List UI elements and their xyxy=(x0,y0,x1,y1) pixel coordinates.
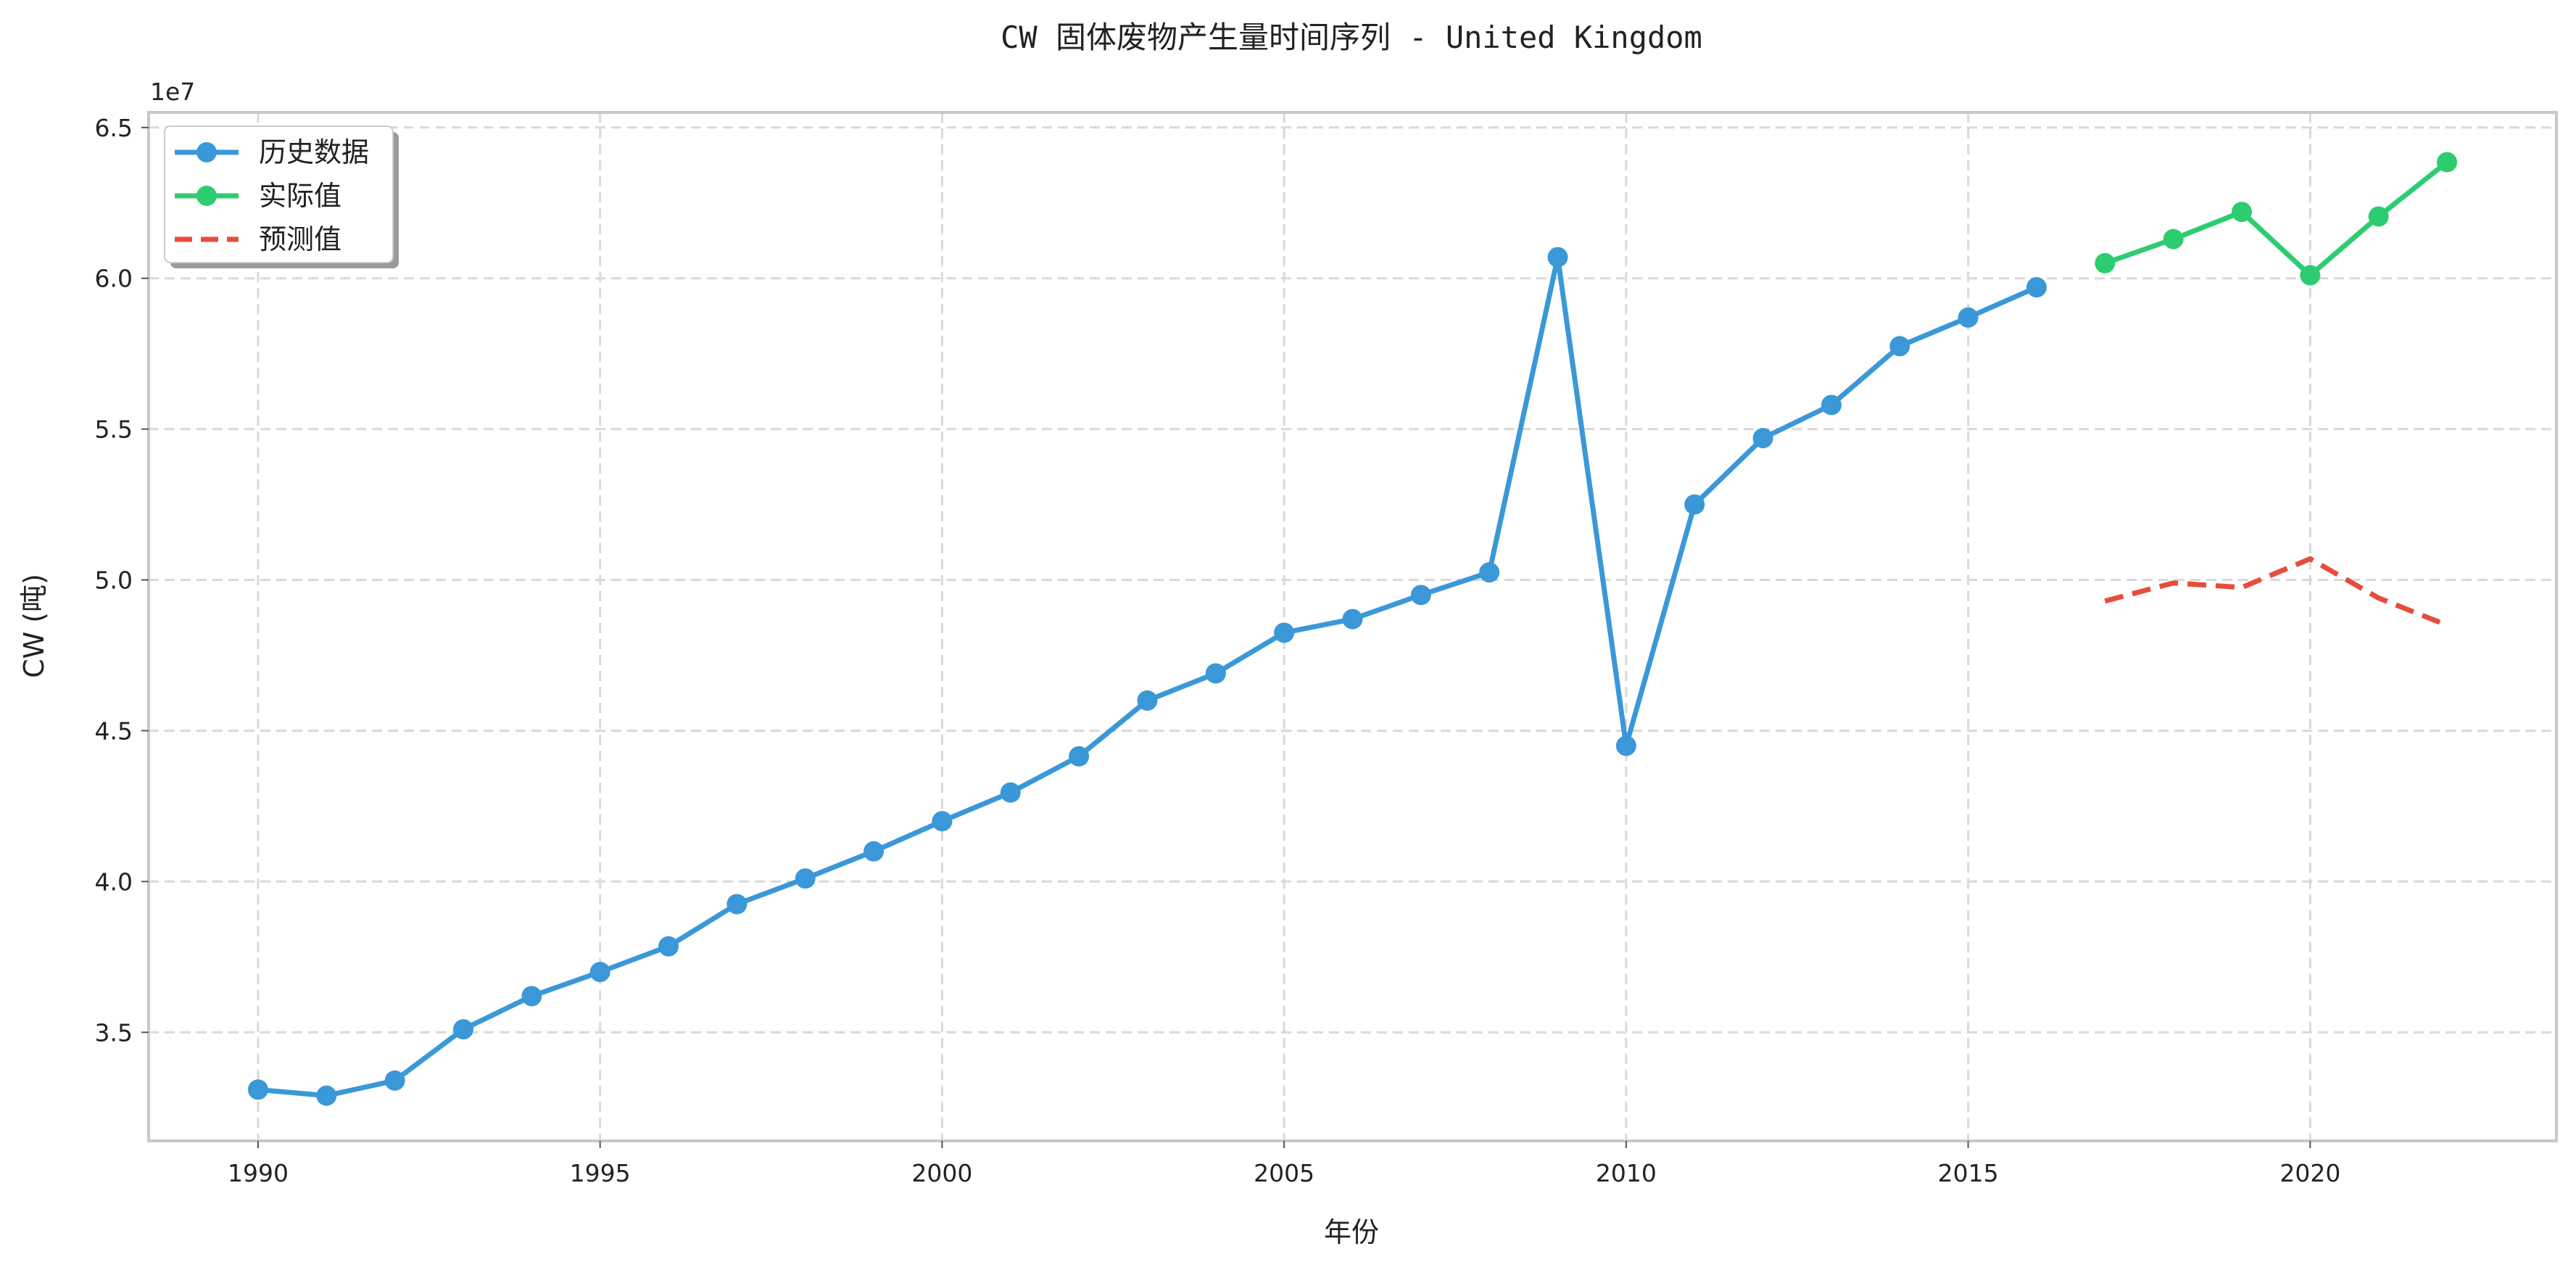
data-point xyxy=(2232,202,2253,223)
data-point xyxy=(726,894,747,915)
x-tick-label: 1995 xyxy=(570,1159,631,1187)
x-tick-label: 2015 xyxy=(1938,1159,1999,1187)
legend-label: 预测值 xyxy=(259,223,341,255)
y-tick-label: 5.0 xyxy=(95,566,133,595)
data-point xyxy=(2163,228,2184,250)
data-point xyxy=(2026,277,2047,298)
data-point xyxy=(1889,336,1910,357)
data-point xyxy=(1752,428,1773,449)
data-point xyxy=(384,1070,405,1091)
data-point xyxy=(1000,782,1021,803)
y-axis-title: CW (吨) xyxy=(18,574,50,678)
series-line xyxy=(2104,556,2448,628)
y-tick-label: 6.5 xyxy=(95,114,133,142)
x-tick-label: 2000 xyxy=(911,1159,972,1187)
data-point xyxy=(2437,152,2458,173)
data-point xyxy=(1342,609,1363,630)
data-point xyxy=(1137,690,1158,711)
y-tick-label: 4.0 xyxy=(95,867,133,896)
series-1 xyxy=(247,247,2047,1106)
data-point xyxy=(1274,622,1295,643)
data-point xyxy=(1479,562,1500,583)
legend-box xyxy=(164,125,394,263)
data-point xyxy=(1958,307,1979,328)
chart-title: CW 固体废物产生量时间序列 - United Kingdom xyxy=(1001,20,1702,55)
data-point xyxy=(1547,247,1568,268)
data-point xyxy=(1069,746,1090,767)
y-tick-label: 5.5 xyxy=(95,416,133,444)
data-point xyxy=(316,1085,337,1106)
y-tick-label: 6.0 xyxy=(95,265,133,293)
data-point xyxy=(521,986,542,1007)
series-layer xyxy=(247,152,2458,1106)
legend-marker xyxy=(196,142,217,162)
data-point xyxy=(2368,206,2389,227)
data-point xyxy=(247,1079,268,1100)
plot-frame xyxy=(147,111,2558,1142)
data-point xyxy=(2300,265,2321,286)
data-point xyxy=(1410,585,1431,606)
data-point xyxy=(1684,494,1705,515)
legend-marker xyxy=(196,186,217,206)
x-tick-label: 2020 xyxy=(2279,1159,2340,1187)
series-line xyxy=(257,255,2038,1099)
x-axis-ticks: 1990 1995 2000 2005 2010 2015 2020 xyxy=(228,1141,2340,1187)
data-point xyxy=(589,962,610,983)
series-line xyxy=(2104,160,2449,279)
x-tick-label: 2010 xyxy=(1596,1159,1657,1187)
series-3 xyxy=(2104,556,2448,628)
data-point xyxy=(795,868,816,889)
data-point xyxy=(864,841,885,862)
data-point xyxy=(452,1019,473,1040)
y-tick-label: 4.5 xyxy=(95,717,133,745)
legend-label: 历史数据 xyxy=(259,136,369,168)
data-point xyxy=(1615,735,1636,756)
y-tick-label: 3.5 xyxy=(95,1018,133,1047)
data-point xyxy=(658,936,679,957)
data-point xyxy=(932,811,953,832)
data-point xyxy=(1205,663,1226,684)
legend-label: 实际值 xyxy=(259,180,341,212)
x-tick-label: 1990 xyxy=(228,1159,289,1187)
series-2 xyxy=(2095,152,2458,286)
x-tick-label: 2005 xyxy=(1254,1159,1314,1187)
y-axis-ticks: 3.5 4.0 4.5 5.0 5.5 6.0 6.5 xyxy=(95,114,149,1047)
y-axis-offset-label: 1e7 xyxy=(150,78,195,106)
x-axis-title: 年份 xyxy=(1324,1216,1379,1248)
data-point xyxy=(2095,252,2116,273)
data-point xyxy=(1821,395,1842,416)
